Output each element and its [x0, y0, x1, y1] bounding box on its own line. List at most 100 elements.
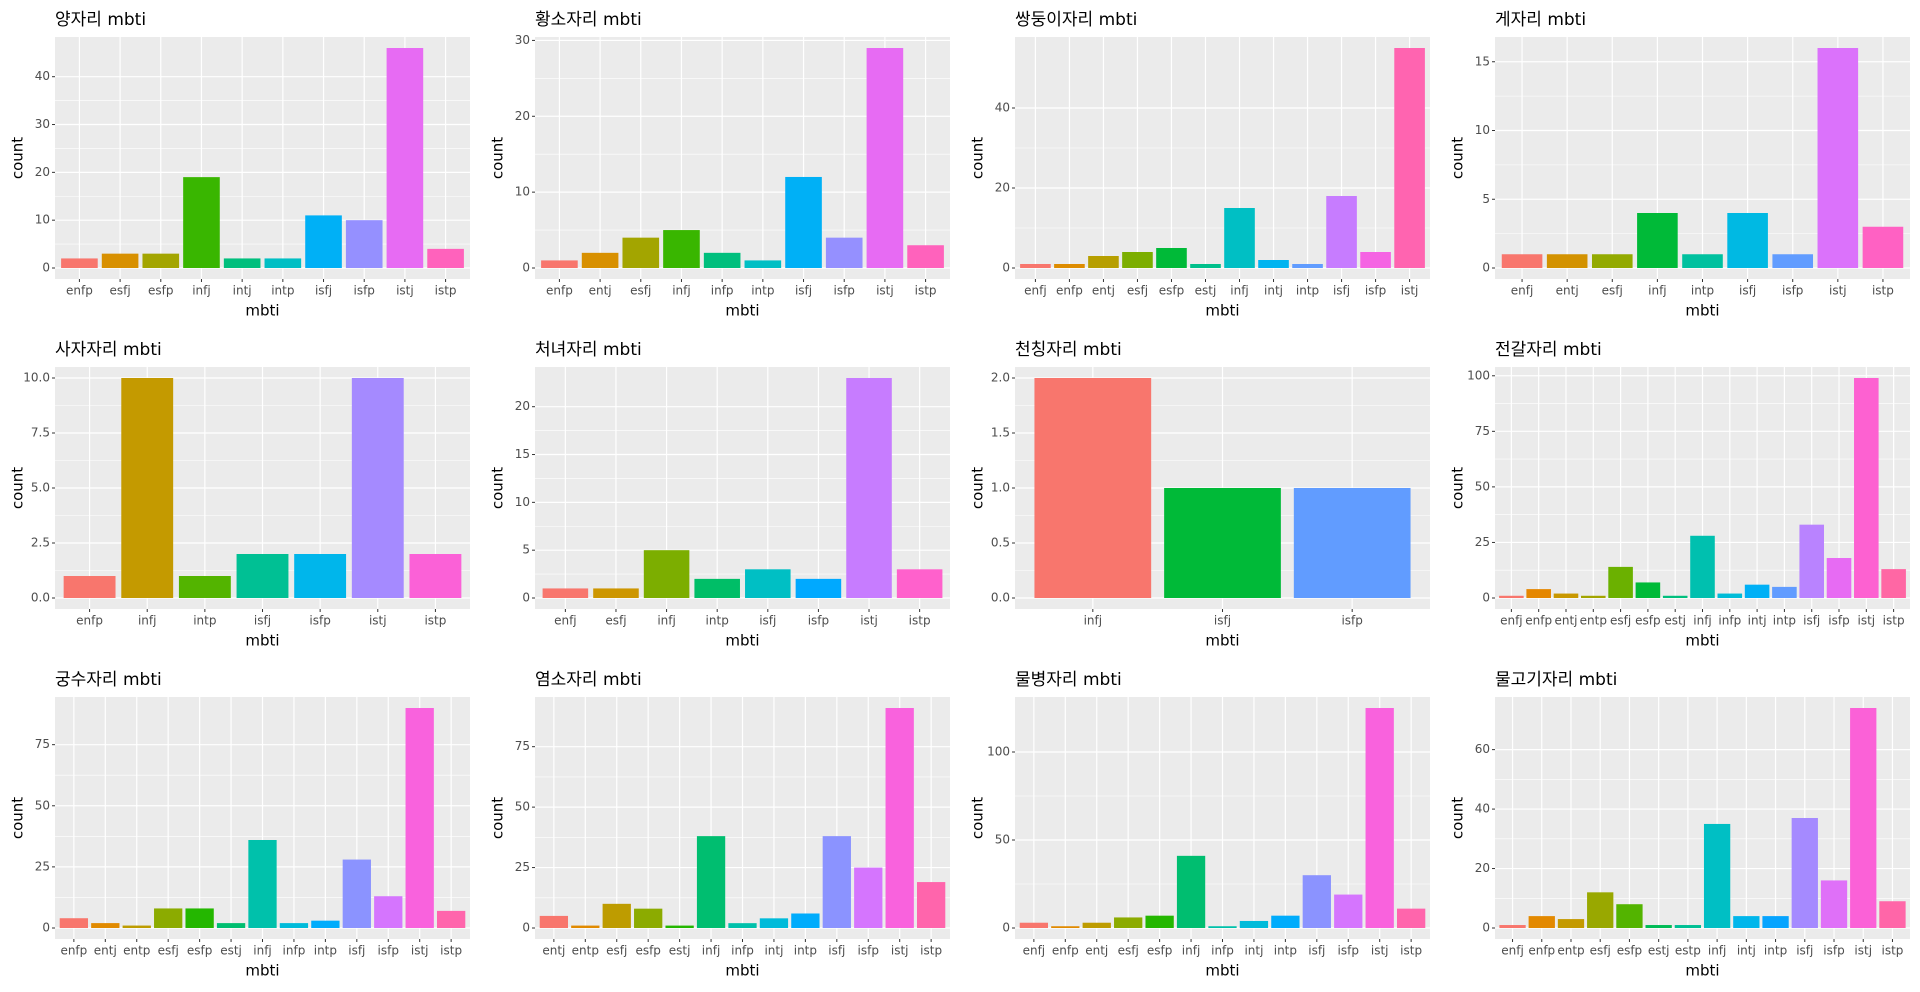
bar [1176, 855, 1206, 928]
x-tick-label: intp [271, 284, 294, 298]
x-tick-label: enfp [546, 284, 573, 298]
chart: 0 50 100 enfj enfp entj esfj esfp infj infp intj in… [969, 670, 1430, 980]
x-tick-label: entj [1085, 944, 1108, 958]
bar [1019, 922, 1049, 928]
x-tick-label: isfp [378, 944, 399, 958]
y-tick-label: 15 [515, 447, 530, 461]
bar [1334, 894, 1363, 928]
bar [1164, 488, 1281, 598]
bar [1690, 535, 1715, 598]
x-tick-label: isfp [1782, 284, 1803, 298]
bar [703, 252, 741, 268]
chart: 0 5 10 15 enfj entj esfj infj intp isfj isfp istj is… [1449, 10, 1910, 320]
bar [427, 248, 464, 268]
x-tick-label: enfp [1528, 944, 1555, 958]
bar [795, 578, 842, 598]
y-tick-label: 10 [515, 185, 530, 199]
x-axis-title: mbti [245, 962, 279, 980]
bar [602, 903, 631, 928]
y-tick-label: 60 [1475, 742, 1490, 756]
x-tick-label: infp [731, 944, 754, 958]
bar [663, 230, 700, 268]
y-tick-label: 25 [1475, 535, 1490, 549]
x-tick-label: esfj [1602, 284, 1623, 298]
chart-title: 쌍둥이자리 mbti [1015, 10, 1137, 30]
bar [1557, 919, 1585, 928]
chart: 0.0 2.5 5.0 7.5 10.0 enfp infj intp isfj isfp istj… [9, 340, 470, 650]
bar [142, 253, 180, 268]
x-tick-label: entj [1554, 614, 1577, 628]
x-tick-label: enfj [1024, 284, 1047, 298]
y-tick-label: 5 [522, 543, 530, 557]
x-tick-label: esfp [1147, 944, 1172, 958]
x-tick-label: intp [193, 614, 216, 628]
x-tick-label: entj [542, 944, 565, 958]
x-tick-label: infj [1708, 944, 1727, 958]
x-tick-label: infp [1211, 944, 1234, 958]
bar [1114, 917, 1143, 928]
y-tick-label: 0 [1002, 261, 1010, 275]
bar [1717, 593, 1743, 598]
chart-title: 사자자리 mbti [55, 340, 162, 360]
bar [1727, 213, 1768, 268]
y-tick-label: 5 [1482, 192, 1490, 206]
x-tick-label: istj [860, 614, 878, 628]
bar [1799, 524, 1824, 598]
x-tick-label: isfp [833, 284, 854, 298]
x-tick-label: isfj [1739, 284, 1756, 298]
y-axis-title: count [9, 137, 27, 179]
x-tick-label: istj [1371, 944, 1389, 958]
x-tick-label: intj [233, 284, 252, 298]
x-tick-label: istj [369, 614, 387, 628]
y-tick-label: 40 [1475, 802, 1490, 816]
plot-background [1495, 697, 1910, 939]
bar [1591, 254, 1633, 268]
chart-title: 처녀자리 mbti [535, 340, 642, 360]
y-tick-label: 0.5 [991, 536, 1010, 550]
bar [854, 867, 883, 928]
chart-title: 물병자리 mbti [1015, 670, 1122, 690]
y-axis-title: count [489, 137, 507, 179]
bar [178, 576, 231, 598]
x-tick-label: enfp [66, 284, 93, 298]
x-tick-label: istj [1858, 614, 1876, 628]
y-tick-label: 0.0 [991, 591, 1010, 605]
y-tick-label: 100 [1467, 368, 1490, 382]
x-tick-label: esfp [1635, 614, 1660, 628]
bar [1791, 818, 1818, 928]
x-tick-label: istj [411, 944, 429, 958]
bar [183, 177, 220, 268]
x-tick-label: isfp [1341, 614, 1362, 628]
y-tick-label: 50 [515, 800, 530, 814]
bar [896, 569, 943, 598]
bar [248, 840, 277, 928]
bar [59, 918, 89, 928]
x-tick-label: infj [657, 614, 676, 628]
bar [542, 588, 589, 598]
x-tick-label: esfp [1159, 284, 1184, 298]
bar [1145, 915, 1174, 928]
x-tick-label: istp [1872, 284, 1894, 298]
bar [1581, 595, 1606, 598]
bar [1271, 915, 1300, 928]
y-axis-title: count [1449, 797, 1467, 839]
bar [1020, 264, 1051, 268]
x-tick-label: infj [192, 284, 211, 298]
x-tick-label: isfj [1803, 614, 1820, 628]
bar [1546, 254, 1588, 268]
bar [1051, 926, 1080, 928]
y-axis-title: count [489, 797, 507, 839]
bar [571, 925, 600, 928]
bar [1302, 875, 1331, 928]
x-tick-label: intj [1748, 614, 1767, 628]
bar [1608, 566, 1633, 598]
x-tick-label: infp [711, 284, 734, 298]
x-tick-label: infj [1230, 284, 1249, 298]
bar [1122, 252, 1153, 268]
bar [351, 378, 404, 598]
y-tick-label: 20 [995, 181, 1010, 195]
x-tick-label: isfj [1308, 944, 1325, 958]
